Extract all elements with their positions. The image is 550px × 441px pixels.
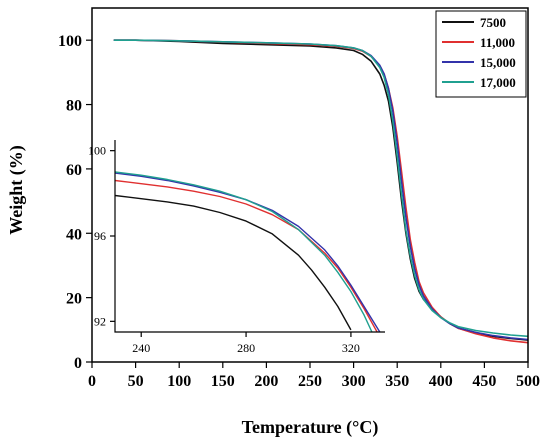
legend: 7500 11,000 15,000 17,000 [435, 10, 527, 98]
inset-x-axis-ticks: 240 280 320 [132, 332, 360, 355]
inset-x-tick-label: 280 [237, 341, 255, 355]
y-axis-ticks: 0 20 40 60 80 100 [58, 33, 92, 372]
legend-label: 17,000 [480, 75, 516, 90]
inset-y-tick-label: 100 [88, 144, 106, 158]
inset-axes [114, 140, 385, 333]
inset-series-group [114, 171, 381, 333]
x-tick-label: 150 [211, 373, 235, 390]
x-tick-label: 350 [385, 373, 409, 390]
y-tick-label: 60 [66, 162, 82, 179]
y-tick-label: 40 [66, 226, 82, 243]
x-tick-label: 500 [516, 373, 540, 390]
inset-y-tick-label: 96 [94, 229, 106, 243]
inset-y-tick-label: 92 [94, 314, 106, 328]
inset-x-tick-label: 240 [132, 341, 150, 355]
x-tick-label: 450 [472, 373, 496, 390]
x-axis-ticks: 0 50 100 150 200 250 300 350 400 450 500 [88, 362, 540, 390]
inset-chart: 240 280 320 92 96 100 [88, 140, 385, 355]
inset-x-tick-label: 320 [342, 341, 360, 355]
legend-label: 11,000 [480, 35, 515, 50]
x-axis-title: Temperature (°C) [242, 417, 379, 438]
plot-frame [91, 7, 529, 363]
inset-background [115, 140, 385, 332]
main-series-group [113, 39, 529, 344]
inset-series-line-1 [114, 179, 378, 333]
x-tick-label: 50 [128, 373, 144, 390]
legend-label: 7500 [480, 15, 506, 30]
x-tick-label: 300 [342, 373, 366, 390]
legend-label: 15,000 [480, 55, 516, 70]
x-tick-label: 250 [298, 373, 322, 390]
x-tick-label: 100 [167, 373, 191, 390]
inset-series-line-2 [114, 172, 381, 333]
x-tick-label: 200 [254, 373, 278, 390]
y-tick-label: 80 [66, 98, 82, 115]
inset-series-line-3 [114, 171, 373, 333]
y-tick-label: 20 [66, 291, 82, 308]
y-axis-title: Weight (%) [6, 145, 27, 235]
y-tick-label: 0 [74, 355, 82, 372]
x-tick-label: 400 [429, 373, 453, 390]
inset-series-line-0 [114, 194, 352, 331]
y-tick-label: 100 [58, 33, 82, 50]
series-line-3 [113, 39, 529, 338]
x-tick-label: 0 [88, 373, 96, 390]
inset-y-axis-ticks: 92 96 100 [88, 144, 115, 328]
